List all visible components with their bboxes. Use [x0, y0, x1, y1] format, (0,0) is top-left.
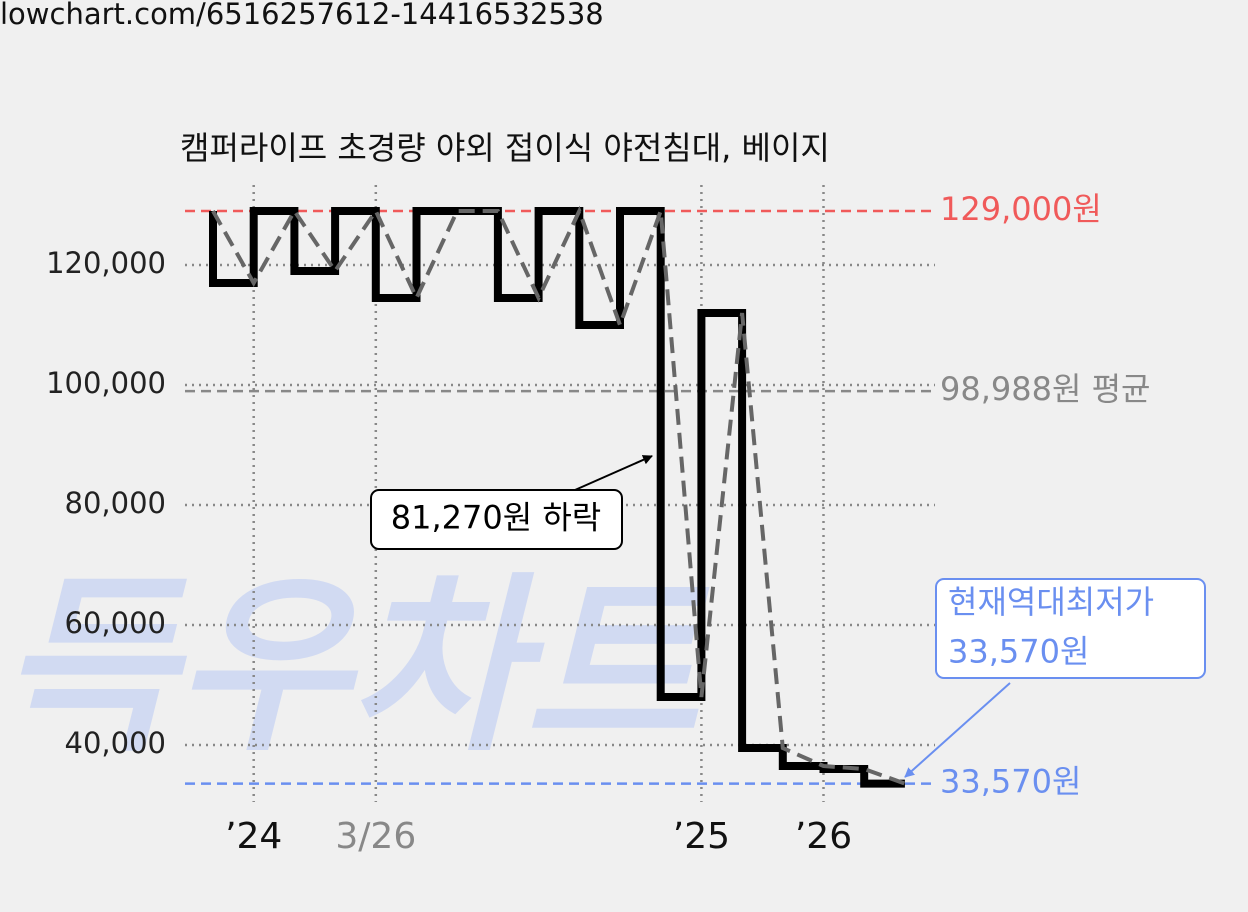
- annotation-box: [935, 578, 1206, 679]
- price-step-line: [209, 207, 905, 788]
- watermark: 득우차트: [0, 556, 710, 777]
- y-tick-label: 100,000: [46, 366, 166, 400]
- y-tick-label: 60,000: [65, 606, 166, 640]
- url: lowchart.com/6516257612-14416532538: [0, 0, 604, 31]
- annotation-text: 현재역대최저가: [948, 583, 1154, 621]
- reference-label: 129,000원: [940, 190, 1102, 228]
- annotation-arrow: [574, 455, 653, 491]
- annotation-text: 33,570원: [948, 632, 1089, 670]
- y-tick-label: 40,000: [65, 726, 166, 760]
- y-tick-label: 120,000: [46, 246, 166, 280]
- x-tick-label: ’26: [795, 816, 852, 857]
- x-tick-label: ’24: [225, 816, 282, 857]
- x-tick-label: 3/26: [335, 816, 416, 857]
- reference-label: 33,570원: [940, 763, 1081, 801]
- annotation-arrow: [904, 682, 1011, 778]
- annotation-box: [370, 489, 623, 550]
- annotation-text: 81,270원 하락: [391, 499, 601, 537]
- y-tick-label: 80,000: [65, 486, 166, 520]
- x-tick-label: ’25: [673, 816, 730, 857]
- trend-line: [211, 205, 906, 786]
- reference-label: 98,988원 평균: [940, 370, 1150, 408]
- chart-title: 캠퍼라이프 초경량 야외 접이식 야전침대, 베이지: [180, 129, 830, 167]
